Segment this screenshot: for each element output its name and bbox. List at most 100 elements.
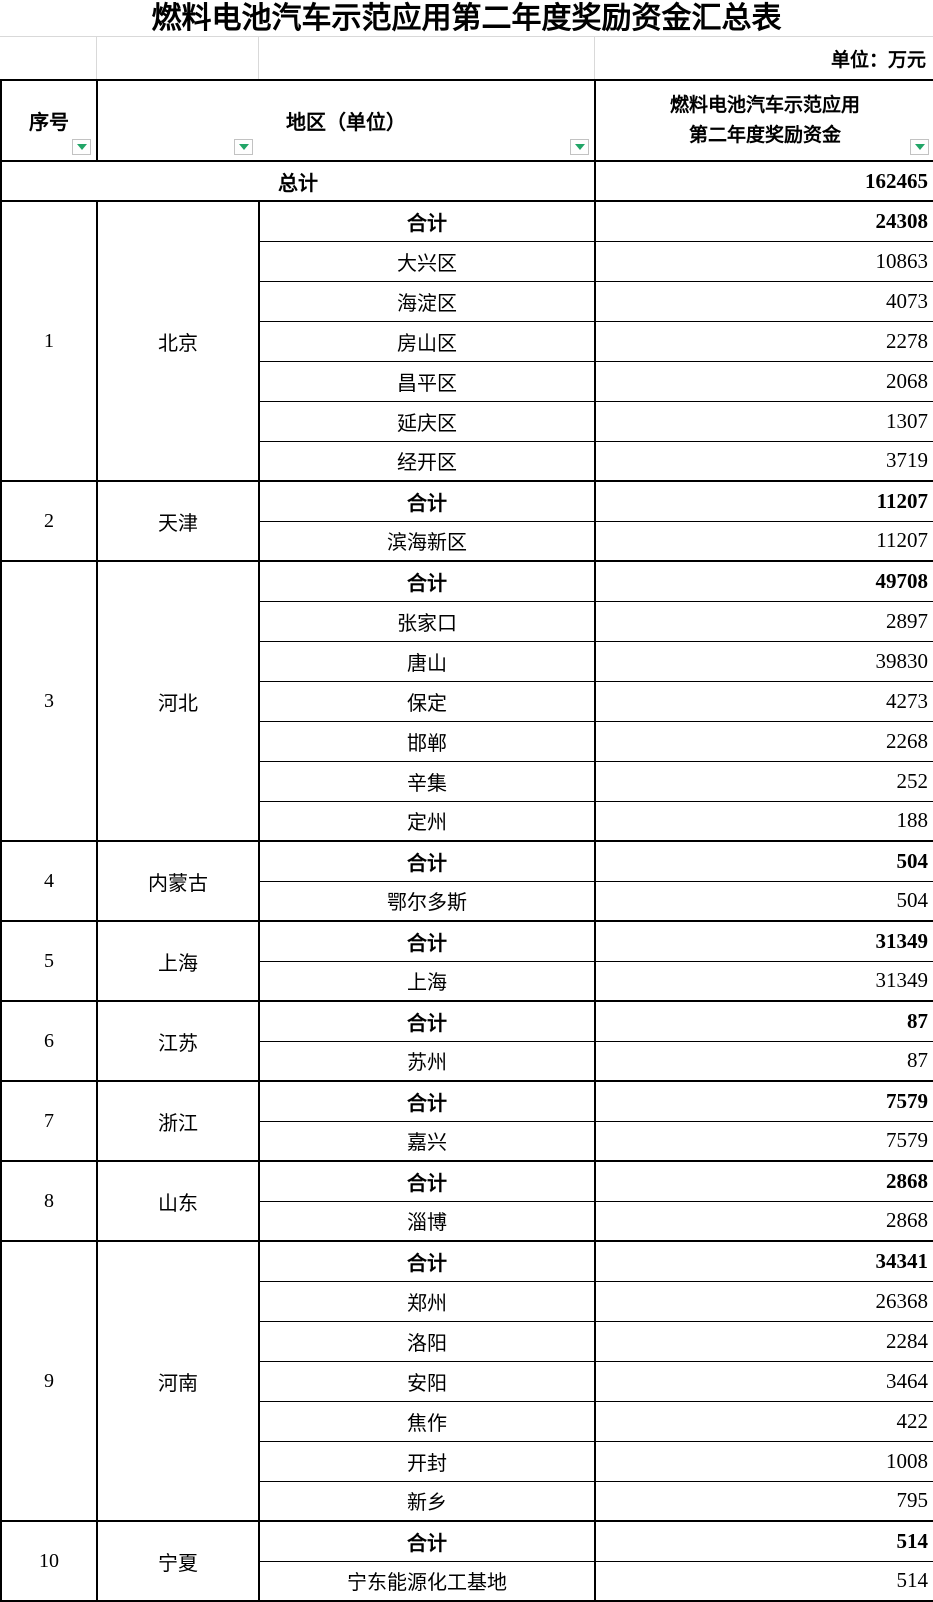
cell-value[interactable]: 188: [594, 800, 933, 841]
cell-index[interactable]: 3: [0, 560, 98, 841]
cell-subtotal-label[interactable]: 合计: [258, 920, 596, 961]
cell-value[interactable]: 1008: [594, 1440, 933, 1481]
cell-value[interactable]: 2278: [594, 320, 933, 361]
cell-city[interactable]: 房山区: [258, 320, 596, 361]
cell-subtotal-value[interactable]: 34341: [594, 1240, 933, 1281]
cell-subtotal-label[interactable]: 合计: [258, 480, 596, 521]
cell-city[interactable]: 嘉兴: [258, 1120, 596, 1161]
cell-city[interactable]: 邯郸: [258, 720, 596, 761]
cell-value[interactable]: 11207: [594, 520, 933, 561]
cell-index[interactable]: 1: [0, 200, 98, 481]
cell-city[interactable]: 海淀区: [258, 280, 596, 321]
cell-value[interactable]: 31349: [594, 960, 933, 1001]
cell-subtotal-value[interactable]: 504: [594, 840, 933, 881]
cell-subtotal-value[interactable]: 24308: [594, 200, 933, 241]
filter-button-city[interactable]: [570, 139, 589, 155]
cell-value[interactable]: 39830: [594, 640, 933, 681]
cell-city[interactable]: 安阳: [258, 1360, 596, 1401]
cell-value[interactable]: 26368: [594, 1280, 933, 1321]
cell-value[interactable]: 7579: [594, 1120, 933, 1161]
cell-value[interactable]: 422: [594, 1400, 933, 1441]
cell-city[interactable]: 保定: [258, 680, 596, 721]
cell-city[interactable]: 鄂尔多斯: [258, 880, 596, 921]
cell-value[interactable]: 2284: [594, 1320, 933, 1361]
cell-value[interactable]: 3719: [594, 440, 933, 481]
cell-city[interactable]: 上海: [258, 960, 596, 1001]
cell-subtotal-label[interactable]: 合计: [258, 840, 596, 881]
cell-subtotal-value[interactable]: 87: [594, 1000, 933, 1041]
cell-value[interactable]: 87: [594, 1040, 933, 1081]
cell-province[interactable]: 北京: [96, 200, 260, 481]
cell-city[interactable]: 滨海新区: [258, 520, 596, 561]
cell-subtotal-label[interactable]: 合计: [258, 1160, 596, 1201]
grand-total-label-cell[interactable]: 总计: [0, 160, 596, 201]
cell-subtotal-value[interactable]: 49708: [594, 560, 933, 601]
cell-value[interactable]: 4073: [594, 280, 933, 321]
cell-subtotal-value[interactable]: 11207: [594, 480, 933, 521]
cell-province[interactable]: 河北: [96, 560, 260, 841]
cell-city[interactable]: 开封: [258, 1440, 596, 1481]
cell-value[interactable]: 514: [594, 1560, 933, 1601]
cell-city[interactable]: 大兴区: [258, 240, 596, 281]
cell-city[interactable]: 经开区: [258, 440, 596, 481]
cell-subtotal-label[interactable]: 合计: [258, 200, 596, 241]
cell-city[interactable]: 张家口: [258, 600, 596, 641]
group-subtotal-row: 6 江苏 合计 87: [0, 1000, 933, 1081]
cell-value[interactable]: 2068: [594, 360, 933, 401]
filter-button-value[interactable]: [910, 139, 929, 155]
cell-city[interactable]: 新乡: [258, 1480, 596, 1521]
cell-value[interactable]: 252: [594, 760, 933, 801]
cell-province[interactable]: 内蒙古: [96, 840, 260, 921]
cell-value[interactable]: 4273: [594, 680, 933, 721]
filter-button-index[interactable]: [72, 139, 91, 155]
cell-subtotal-label[interactable]: 合计: [258, 1000, 596, 1041]
cell-subtotal-label[interactable]: 合计: [258, 560, 596, 601]
cell-city[interactable]: 唐山: [258, 640, 596, 681]
cell-province[interactable]: 浙江: [96, 1080, 260, 1161]
cell-city[interactable]: 洛阳: [258, 1320, 596, 1361]
cell-value[interactable]: 3464: [594, 1360, 933, 1401]
cell-city[interactable]: 辛集: [258, 760, 596, 801]
cell-index[interactable]: 2: [0, 480, 98, 561]
cell-province[interactable]: 江苏: [96, 1000, 260, 1081]
cell-index[interactable]: 4: [0, 840, 98, 921]
cell-index[interactable]: 8: [0, 1160, 98, 1241]
cell-index[interactable]: 10: [0, 1520, 98, 1601]
cell-subtotal-value[interactable]: 7579: [594, 1080, 933, 1121]
header-cell-value[interactable]: 燃料电池汽车示范应用 第二年度奖励资金: [594, 79, 933, 162]
cell-value[interactable]: 795: [594, 1480, 933, 1521]
cell-province[interactable]: 宁夏: [96, 1520, 260, 1601]
cell-value[interactable]: 2868: [594, 1200, 933, 1241]
cell-subtotal-label[interactable]: 合计: [258, 1520, 596, 1561]
cell-index[interactable]: 6: [0, 1000, 98, 1081]
filter-button-province[interactable]: [234, 139, 253, 155]
cell-city[interactable]: 宁东能源化工基地: [258, 1560, 596, 1601]
cell-province[interactable]: 天津: [96, 480, 260, 561]
cell-value[interactable]: 1307: [594, 400, 933, 441]
header-cell-index[interactable]: 序号: [0, 79, 98, 162]
cell-city[interactable]: 焦作: [258, 1400, 596, 1441]
cell-value[interactable]: 10863: [594, 240, 933, 281]
cell-subtotal-value[interactable]: 2868: [594, 1160, 933, 1201]
cell-province[interactable]: 山东: [96, 1160, 260, 1241]
cell-city[interactable]: 定州: [258, 800, 596, 841]
cell-city[interactable]: 昌平区: [258, 360, 596, 401]
cell-city[interactable]: 淄博: [258, 1200, 596, 1241]
cell-index[interactable]: 7: [0, 1080, 98, 1161]
cell-subtotal-value[interactable]: 31349: [594, 920, 933, 961]
cell-value[interactable]: 504: [594, 880, 933, 921]
cell-subtotal-label[interactable]: 合计: [258, 1080, 596, 1121]
grand-total-value-cell[interactable]: 162465: [594, 160, 933, 201]
cell-value[interactable]: 2268: [594, 720, 933, 761]
cell-index[interactable]: 5: [0, 920, 98, 1001]
cell-province[interactable]: 河南: [96, 1240, 260, 1521]
header-cell-region[interactable]: 地区（单位）: [96, 79, 596, 162]
cell-subtotal-label[interactable]: 合计: [258, 1240, 596, 1281]
cell-city[interactable]: 郑州: [258, 1280, 596, 1321]
cell-province[interactable]: 上海: [96, 920, 260, 1001]
cell-city[interactable]: 延庆区: [258, 400, 596, 441]
cell-city[interactable]: 苏州: [258, 1040, 596, 1081]
cell-subtotal-value[interactable]: 514: [594, 1520, 933, 1561]
cell-value[interactable]: 2897: [594, 600, 933, 641]
cell-index[interactable]: 9: [0, 1240, 98, 1521]
